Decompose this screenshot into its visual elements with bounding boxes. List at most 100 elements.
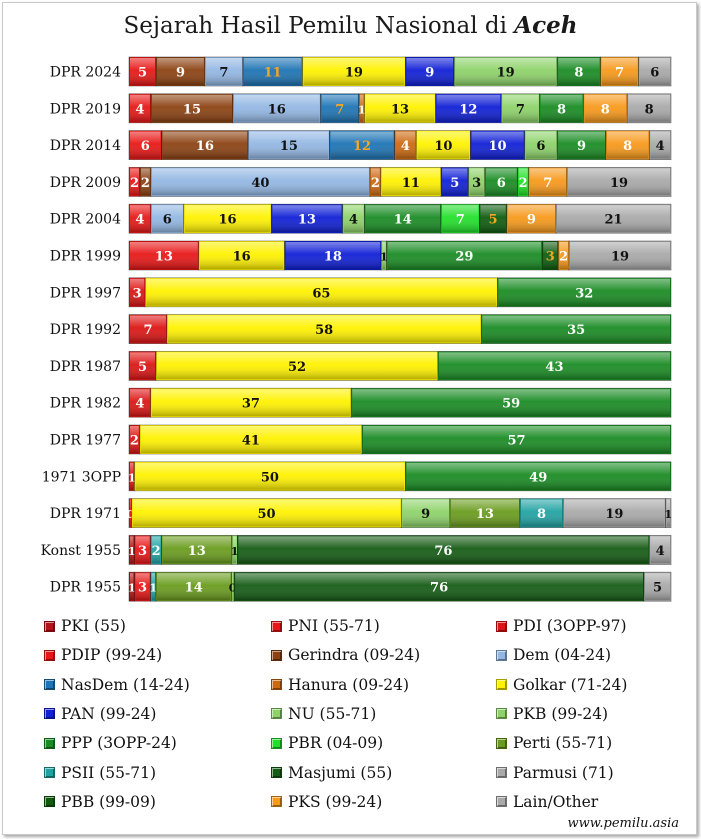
- bar-value-label: 1: [149, 581, 157, 595]
- row-label: Konst 1955: [41, 543, 121, 559]
- bar-segment-bevel: [272, 205, 342, 233]
- row-label: DPR 2024: [50, 65, 121, 81]
- bar-segment-bevel: [162, 131, 248, 159]
- bar-value-label: 4: [401, 139, 410, 154]
- row-label: DPR 2014: [50, 138, 121, 154]
- legend-swatch: [271, 708, 282, 720]
- bar-segment-bevel: [130, 58, 156, 85]
- bar-segment-bevel: [162, 536, 231, 564]
- bar-segment-bevel: [559, 242, 569, 269]
- bar-value-label: 18: [324, 250, 342, 265]
- bar-segment-bevel: [666, 499, 670, 527]
- row-label: DPR 1977: [50, 433, 121, 449]
- legend-label: PKB (99-24): [513, 704, 609, 723]
- bar-segment-bevel: [238, 536, 649, 564]
- bar-segment-bevel: [130, 94, 150, 122]
- bar-value-label: 2: [152, 544, 161, 559]
- bar-value-label: 5: [138, 66, 147, 81]
- bar-segment-bevel: [557, 205, 670, 233]
- legend-item-pki: PKI (55): [44, 616, 126, 636]
- bar-segment-bevel: [370, 168, 380, 196]
- bar-value-label: 6: [163, 213, 172, 228]
- bar-segment-bevel: [151, 573, 155, 601]
- bar-segment-bevel: [606, 131, 649, 159]
- legend-label: Parmusi (71): [513, 763, 614, 782]
- bar-value-label: 1: [358, 102, 366, 116]
- bar-value-label: 3: [138, 581, 147, 596]
- bar-value-label: 2: [519, 176, 528, 191]
- bar-value-label: 4: [135, 397, 144, 412]
- bar-segment-bevel: [529, 168, 566, 196]
- legend-label: PDIP (99-24): [61, 646, 163, 665]
- bar-value-label: 76: [434, 544, 452, 559]
- bar-value-label: 41: [242, 434, 260, 449]
- bar-segment-bevel: [343, 205, 364, 233]
- bar-segment-bevel: [570, 242, 670, 269]
- bar-value-label: 14: [185, 581, 203, 596]
- bar-segment-bevel: [130, 168, 139, 196]
- bar-value-label: 3: [546, 250, 555, 265]
- row-label: DPR 1955: [50, 580, 121, 596]
- bar-segment-bevel: [130, 462, 134, 490]
- bar-value-label: 43: [545, 360, 563, 375]
- bar-segment-bevel: [352, 389, 670, 417]
- row-label: DPR 1982: [50, 396, 121, 412]
- bar-value-label: 4: [349, 213, 358, 228]
- legend-swatch: [496, 796, 507, 808]
- bar-value-label: 4: [656, 544, 665, 559]
- bar-segment-bevel: [485, 168, 517, 196]
- bar-value-label: 9: [577, 139, 586, 154]
- bar-value-label: 32: [575, 286, 593, 301]
- legend-swatch: [44, 767, 55, 778]
- bar-segment-bevel: [151, 94, 233, 122]
- bar-segment-bevel: [157, 58, 204, 85]
- bar-segment-bevel: [469, 168, 484, 196]
- bar-value-label: 12: [353, 139, 371, 154]
- bar-value-label: 14: [394, 213, 412, 228]
- bar-value-label: 8: [537, 507, 546, 522]
- bar-value-label: 50: [257, 507, 275, 522]
- legend-item-pan: PAN (99-24): [44, 704, 156, 724]
- bar-value-label: 59: [502, 397, 520, 412]
- bar-value-label: 7: [143, 323, 152, 338]
- bar-segment-bevel: [249, 131, 329, 159]
- bar-segment-bevel: [130, 315, 166, 343]
- bar-value-label: 5: [450, 176, 459, 191]
- bar-segment-bevel: [130, 573, 134, 601]
- bar-value-label: 0: [126, 507, 134, 521]
- bar-value-label: 13: [188, 544, 206, 559]
- legend-label: Gerindra (09-24): [288, 646, 421, 665]
- bar-segment-bevel: [381, 168, 441, 196]
- bar-segment-bevel: [205, 58, 242, 85]
- bar-segment-bevel: [135, 573, 150, 601]
- bar-segment-bevel: [525, 131, 557, 159]
- bar-segment-bevel: [498, 278, 670, 306]
- legend-item-pks: PKS (99-24): [271, 792, 382, 812]
- bar-segment-bevel: [146, 278, 497, 306]
- bar-segment-bevel: [442, 168, 468, 196]
- row-label: DPR 2009: [50, 175, 121, 191]
- bar-value-label: 8: [623, 139, 632, 154]
- bar-segment-bevel: [395, 131, 416, 159]
- bar-segment-bevel: [558, 131, 605, 159]
- bar-segment-bevel: [130, 536, 134, 564]
- bar-segment-bevel: [151, 536, 161, 564]
- legend-label: PPP (3OPP-24): [61, 734, 177, 753]
- bar-value-label: 1: [380, 250, 388, 264]
- bar-segment-bevel: [564, 499, 665, 527]
- bar-value-label: 2: [130, 176, 139, 191]
- bar-value-label: 13: [298, 213, 316, 228]
- row-label: DPR 1971: [50, 506, 121, 522]
- legend-swatch: [496, 767, 507, 778]
- bar-segment-bevel: [235, 573, 644, 601]
- bar-value-label: 58: [315, 323, 333, 338]
- bar-value-label: 5: [138, 360, 147, 375]
- legend-swatch: [271, 679, 282, 691]
- bar-segment-bevel: [135, 462, 405, 490]
- row-label: DPR 1992: [50, 322, 121, 338]
- legend-label: NasDem (14-24): [61, 675, 190, 694]
- bar-value-label: 9: [527, 213, 536, 228]
- legend-label: Hanura (09-24): [288, 675, 410, 694]
- bar-value-label: 1: [128, 581, 136, 595]
- legend-item-ppp: PPP (3OPP-24): [44, 733, 177, 753]
